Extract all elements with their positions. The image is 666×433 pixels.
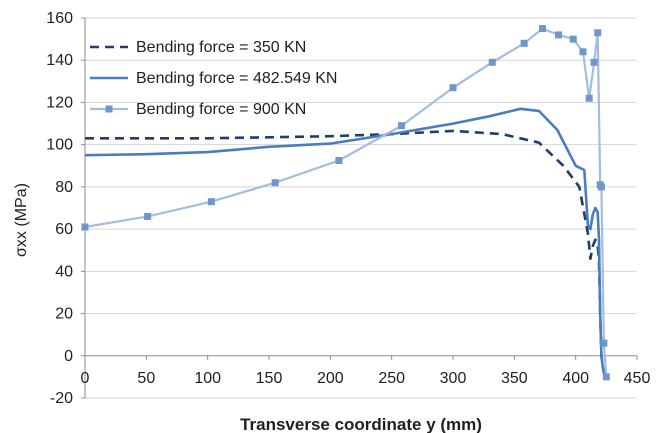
x-tick-label: 0	[81, 370, 90, 387]
series-line-1	[85, 129, 608, 378]
y-axis-title: σxx (MPa)	[13, 183, 30, 257]
x-axis-title: Transverse coordinate y (mm)	[240, 415, 482, 433]
x-tick-label: 400	[562, 370, 589, 387]
y-tick-label: 120	[46, 94, 73, 111]
series-3-point	[590, 58, 598, 66]
series-line-2	[84, 107, 608, 378]
legend-marker-3	[105, 105, 113, 113]
series-3-point	[397, 122, 405, 130]
series-3-point	[539, 25, 547, 33]
series-3-point	[579, 48, 587, 56]
series-3-point	[554, 31, 562, 39]
axes-layer	[81, 17, 638, 399]
series-3-point	[488, 58, 496, 66]
y-tick-label: 160	[46, 10, 73, 27]
series-3-point	[271, 179, 279, 187]
x-tick-label: 200	[317, 370, 344, 387]
grid-layer	[85, 17, 637, 399]
ticklabel-layer: -20 0 20 40 60 80 100 120 140 160 0 50 100 150 200 250 3…	[46, 10, 650, 407]
series-3-point	[594, 29, 602, 37]
series-3-point	[81, 223, 89, 231]
series-3-point	[602, 373, 610, 381]
y-tick-label: 40	[55, 263, 73, 280]
legend-label-3: Bending force = 900 KN	[136, 101, 306, 118]
series-3-point	[335, 157, 343, 164]
x-tick-label: 450	[624, 370, 651, 387]
series-layer	[81, 25, 610, 381]
y-tick-label: 0	[64, 348, 73, 365]
series-3-point	[600, 339, 608, 347]
series-line-3	[84, 27, 608, 377]
legend-label-1: Bending force = 350 KN	[136, 39, 306, 56]
series-3-point	[569, 35, 577, 43]
y-tick-label: 80	[55, 179, 73, 196]
series-3-point	[597, 183, 605, 191]
y-tick-label: 60	[55, 221, 73, 238]
y-tick-label: 20	[55, 306, 73, 323]
series-3-point	[144, 212, 152, 220]
series-3-point	[207, 198, 215, 206]
series-3-point	[520, 39, 528, 47]
series-3-point	[585, 94, 593, 102]
legend: Bending force = 350 KN Bending force = 48…	[90, 39, 337, 118]
y-tick-label: -20	[50, 390, 73, 407]
x-tick-label: 300	[440, 370, 467, 387]
x-tick-label: 250	[378, 370, 405, 387]
y-tick-label: 140	[46, 52, 73, 69]
series-3-point	[449, 84, 457, 92]
x-tick-label: 350	[501, 370, 528, 387]
x-tick-label: 150	[256, 370, 283, 387]
x-tick-label: 50	[137, 370, 155, 387]
legend-label-2: Bending force = 482.549 KN	[136, 70, 337, 87]
x-tick-label: 100	[194, 370, 221, 387]
y-tick-label: 100	[46, 137, 73, 154]
